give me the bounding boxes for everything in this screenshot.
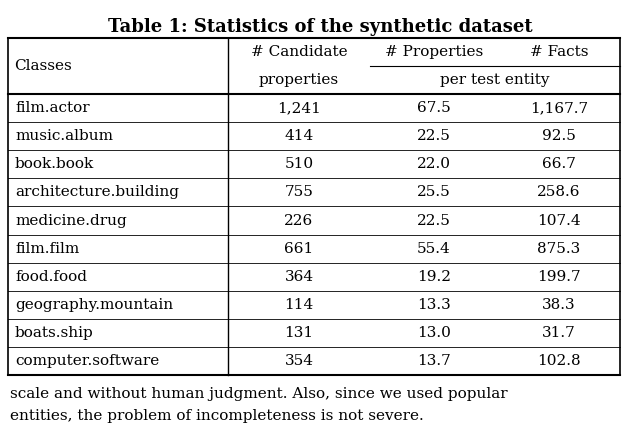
Text: 22.5: 22.5 <box>417 214 451 228</box>
Text: 414: 414 <box>284 129 314 143</box>
Text: Classes: Classes <box>14 59 72 73</box>
Text: 19.2: 19.2 <box>417 270 451 284</box>
Text: computer.software: computer.software <box>15 354 159 368</box>
Text: 102.8: 102.8 <box>537 354 581 368</box>
Text: scale and without human judgment. Also, since we used popular: scale and without human judgment. Also, … <box>10 387 508 401</box>
Text: 55.4: 55.4 <box>417 241 451 256</box>
Text: properties: properties <box>259 73 339 87</box>
Text: 199.7: 199.7 <box>537 270 581 284</box>
Text: 22.5: 22.5 <box>417 129 451 143</box>
Text: film.actor: film.actor <box>15 101 90 115</box>
Text: 13.0: 13.0 <box>417 326 451 340</box>
Text: # Facts: # Facts <box>530 45 588 59</box>
Text: book.book: book.book <box>15 157 94 172</box>
Text: 38.3: 38.3 <box>542 298 576 312</box>
Text: 1,241: 1,241 <box>277 101 321 115</box>
Text: 755: 755 <box>285 185 314 199</box>
Text: # Properties: # Properties <box>385 45 483 59</box>
Text: 364: 364 <box>284 270 314 284</box>
Text: 510: 510 <box>284 157 314 172</box>
Text: per test entity: per test entity <box>440 73 550 87</box>
Text: architecture.building: architecture.building <box>15 185 179 199</box>
Bar <box>8 38 620 375</box>
Text: 92.5: 92.5 <box>542 129 576 143</box>
Text: boats.ship: boats.ship <box>15 326 93 340</box>
Text: 1,167.7: 1,167.7 <box>530 101 588 115</box>
Text: 25.5: 25.5 <box>417 185 451 199</box>
Text: 114: 114 <box>284 298 314 312</box>
Text: # Candidate: # Candidate <box>251 45 348 59</box>
Text: 107.4: 107.4 <box>537 214 581 228</box>
Text: music.album: music.album <box>15 129 113 143</box>
Text: 258.6: 258.6 <box>537 185 580 199</box>
Text: Table 1: Statistics of the synthetic dataset: Table 1: Statistics of the synthetic dat… <box>108 18 532 36</box>
Text: 875.3: 875.3 <box>538 241 580 256</box>
Text: 13.7: 13.7 <box>417 354 451 368</box>
Text: 131: 131 <box>284 326 314 340</box>
Text: 13.3: 13.3 <box>417 298 451 312</box>
Text: 22.0: 22.0 <box>417 157 451 172</box>
Text: 661: 661 <box>284 241 314 256</box>
Text: film.film: film.film <box>15 241 79 256</box>
Text: 354: 354 <box>285 354 314 368</box>
Text: 67.5: 67.5 <box>417 101 451 115</box>
Text: medicine.drug: medicine.drug <box>15 214 127 228</box>
Text: 66.7: 66.7 <box>542 157 576 172</box>
Text: entities, the problem of incompleteness is not severe.: entities, the problem of incompleteness … <box>10 409 424 423</box>
Text: food.food: food.food <box>15 270 87 284</box>
Text: geography.mountain: geography.mountain <box>15 298 173 312</box>
Text: 31.7: 31.7 <box>542 326 576 340</box>
Text: 226: 226 <box>284 214 314 228</box>
